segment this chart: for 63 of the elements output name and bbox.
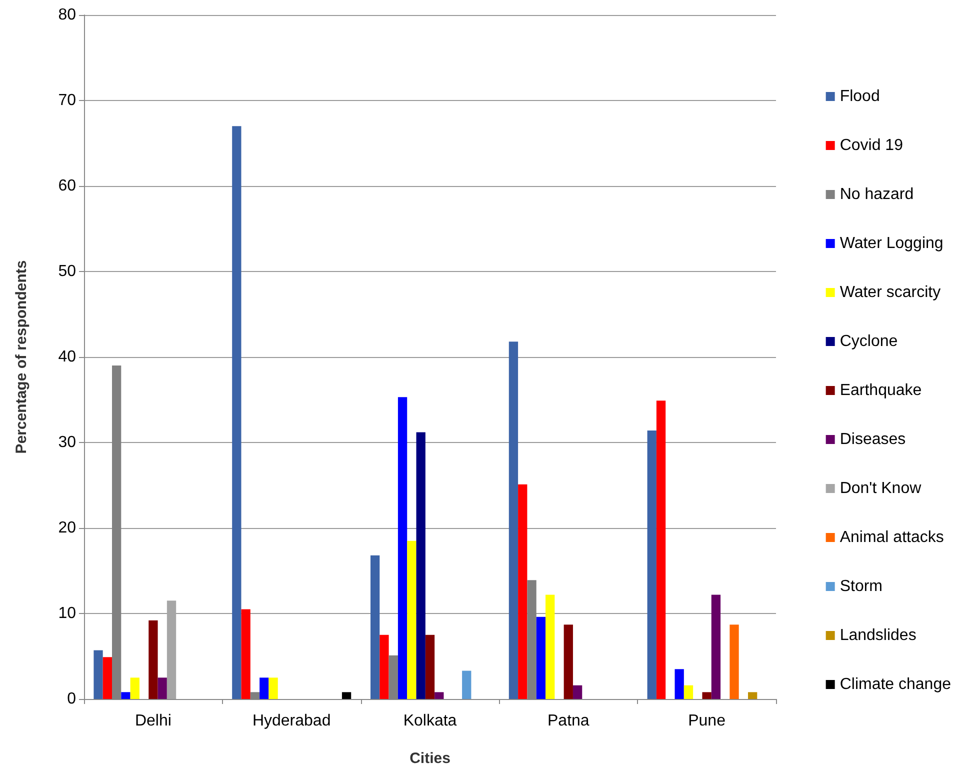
legend-label: Water Logging xyxy=(840,235,944,252)
y-tick-label: 30 xyxy=(58,434,76,451)
bar xyxy=(536,616,546,699)
y-tick-label: 80 xyxy=(58,6,76,24)
bar xyxy=(398,397,408,699)
bar xyxy=(268,678,278,699)
y-tick-label: 40 xyxy=(58,348,76,366)
bar xyxy=(241,609,250,699)
bar xyxy=(158,678,167,699)
y-tick-label: 70 xyxy=(58,92,76,109)
bar xyxy=(416,432,426,699)
y-tick-label: 10 xyxy=(58,605,76,622)
bar xyxy=(260,678,269,699)
legend-label: Storm xyxy=(840,578,882,595)
bar xyxy=(564,624,573,699)
bar xyxy=(647,430,656,699)
legend-label: Climate change xyxy=(840,676,952,693)
legend-label: Covid 19 xyxy=(840,137,904,154)
bar xyxy=(656,400,666,699)
bar xyxy=(518,484,528,699)
bar xyxy=(121,692,130,699)
bar xyxy=(572,685,582,699)
y-tick-label: 60 xyxy=(58,178,76,194)
x-tick-label: Patna xyxy=(547,712,590,730)
bar xyxy=(748,692,758,699)
bar xyxy=(711,594,721,699)
bar xyxy=(130,678,140,699)
bar xyxy=(546,594,555,699)
y-tick-label: 20 xyxy=(58,520,76,536)
bar xyxy=(370,555,380,699)
bar xyxy=(407,540,416,699)
legend-label: Water scarcity xyxy=(840,284,941,301)
x-tick-label: Pune xyxy=(688,712,726,730)
legend-label: Earthquake xyxy=(840,382,922,399)
bar xyxy=(462,670,472,699)
legend-label: Flood xyxy=(840,88,880,105)
y-tick-label: 50 xyxy=(58,263,76,280)
x-axis-title: Cities xyxy=(410,750,450,767)
y-axis-title: Percentage of respondents xyxy=(13,260,30,454)
legend-label: Cyclone xyxy=(840,333,898,350)
bar xyxy=(434,692,444,699)
bar xyxy=(94,650,103,699)
x-tick-label: Delhi xyxy=(134,712,172,730)
bar xyxy=(102,657,112,699)
x-tick-label: Hyderabad xyxy=(252,712,331,730)
bar xyxy=(730,624,739,699)
bar xyxy=(508,342,518,699)
legend-label: No hazard xyxy=(840,186,914,203)
legend-label: Diseases xyxy=(840,431,906,448)
bar xyxy=(425,634,435,699)
bar xyxy=(684,685,694,699)
bar xyxy=(148,620,158,699)
bar xyxy=(702,692,712,699)
x-tick-label: Kolkata xyxy=(403,712,457,730)
legend-label: Animal attacks xyxy=(840,529,944,546)
bar xyxy=(380,634,389,699)
bar xyxy=(674,669,684,699)
bar xyxy=(166,600,176,699)
bar xyxy=(232,126,242,699)
y-tick-label: 0 xyxy=(67,690,76,708)
bar xyxy=(342,692,352,699)
legend-label: Don't Know xyxy=(840,480,922,497)
legend-label: Landslides xyxy=(840,627,916,644)
